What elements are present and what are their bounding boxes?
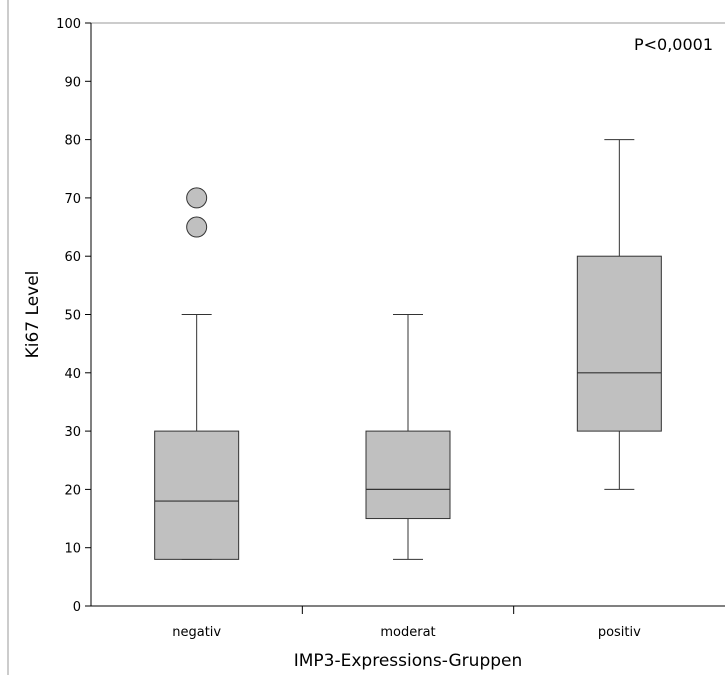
y-tick-label: 10 — [64, 542, 81, 557]
box-group-positiv — [576, 139, 662, 490]
box-group-negativ — [154, 187, 240, 560]
x-axis-title: IMP3-Expressions-Gruppen — [294, 651, 523, 671]
y-tick-label: 0 — [73, 600, 81, 615]
outlier-point — [186, 216, 208, 238]
x-tick-label: moderat — [380, 625, 435, 640]
y-tick-label: 80 — [64, 134, 81, 149]
y-tick-label: 60 — [64, 250, 81, 265]
iqr-box — [365, 430, 451, 520]
outlier-point — [186, 187, 208, 209]
box-group-moderat — [365, 314, 451, 560]
y-tick-label: 30 — [64, 425, 81, 440]
y-axis-title: Ki67 Level — [23, 271, 43, 359]
y-tick-label: 70 — [64, 192, 81, 207]
iqr-box — [576, 255, 662, 432]
boxes — [154, 139, 662, 560]
iqr-box — [154, 430, 240, 560]
axes: 0 10 20 30 40 50 60 70 80 90 100 negativ moderat posi… — [56, 17, 725, 640]
x-tick-label: positiv — [598, 625, 641, 640]
y-tick-label: 20 — [64, 483, 81, 498]
y-tick-label: 90 — [64, 75, 81, 90]
plot-frame — [7, 0, 725, 675]
p-value-annotation: P<0,0001 — [634, 35, 713, 54]
y-tick-label: 100 — [56, 17, 81, 32]
y-tick-label: 40 — [64, 367, 81, 382]
y-tick-label: 50 — [64, 309, 81, 324]
x-tick-label: negativ — [172, 625, 221, 640]
